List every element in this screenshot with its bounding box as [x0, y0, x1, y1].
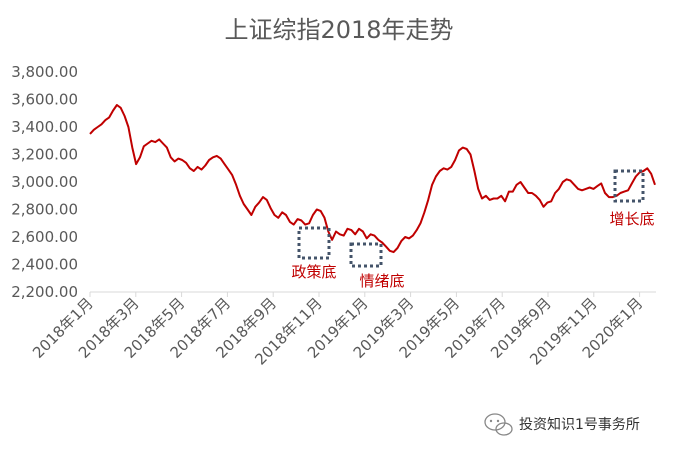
- watermark-text: 投资知识1号事务所: [519, 416, 640, 433]
- y-tick-label: 3,000.00: [11, 173, 78, 191]
- annotation-label: 情绪底: [359, 272, 404, 290]
- y-tick-label: 2,600.00: [11, 228, 78, 246]
- annotation-box: [297, 226, 331, 260]
- annotation-box: [349, 242, 383, 268]
- annotation-label: 政策底: [291, 263, 336, 281]
- series-line: [89, 104, 656, 254]
- y-axis: 2,200.00 2,400.00 2,600.00 2,800.00 3,000.00…: [11, 63, 78, 301]
- chart-title: 上证综指2018年走势: [224, 16, 453, 44]
- y-tick-label: 3,800.00: [11, 63, 78, 81]
- y-tick-label: 3,600.00: [11, 91, 78, 109]
- annotations: 政策底情绪底 增长底: [291, 169, 655, 290]
- annotation-label: 增长底: [609, 210, 654, 228]
- annotation-box: [613, 169, 645, 203]
- y-tick-label: 3,400.00: [11, 118, 78, 136]
- y-tick-label: 2,400.00: [11, 256, 78, 274]
- x-axis: 2018年1月2018年3月2018年5月2018年7月2018年9月2018年…: [29, 291, 656, 369]
- y-tick-label: 2,800.00: [11, 201, 78, 219]
- wechat-official-account-icon: [484, 413, 513, 436]
- y-tick-label: 3,200.00: [11, 146, 78, 164]
- watermark: 投资知识1号事务所: [484, 413, 640, 436]
- y-tick-label: 2,200.00: [11, 283, 78, 301]
- plot-area: [89, 104, 656, 254]
